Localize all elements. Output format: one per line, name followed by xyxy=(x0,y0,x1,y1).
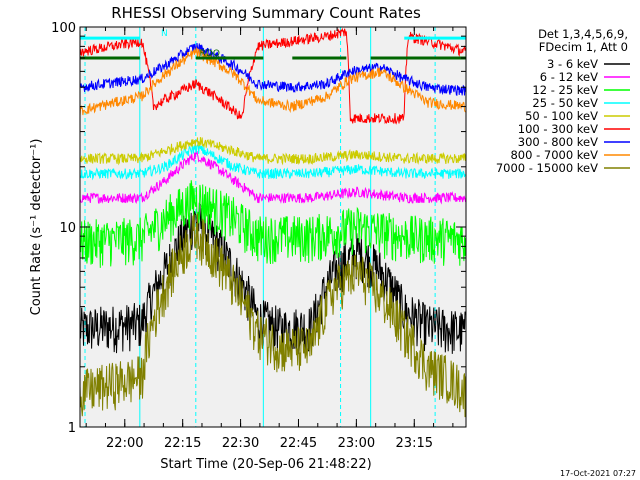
legend-label: 7000 - 15000 keV xyxy=(496,161,598,175)
y-tick-label: 100 xyxy=(51,21,76,36)
series-line-5 xyxy=(79,137,467,166)
footer-timestamp: 17-Oct-2021 07:27 xyxy=(560,469,636,478)
legend-label: 3 - 6 keV xyxy=(547,57,598,71)
legend-label: 50 - 100 keV xyxy=(525,109,598,123)
legend-label: 25 - 50 keV xyxy=(532,96,598,110)
series-line-3 xyxy=(79,180,467,268)
flag-lines: RDO N xyxy=(80,29,466,60)
x-axis-label: Start Time (20-Sep-06 21:48:22) xyxy=(160,457,371,472)
x-tick-label: 22:00 xyxy=(106,436,143,451)
series-line-9 xyxy=(79,213,467,418)
y-axis-ticks: 1 10 100 xyxy=(51,21,466,436)
series-line-7 xyxy=(79,42,467,96)
x-tick-label: 22:45 xyxy=(280,436,317,451)
y-tick-label: 10 xyxy=(59,221,76,236)
legend-label: 100 - 300 keV xyxy=(518,122,598,136)
flag-label: RDO xyxy=(200,49,220,59)
series-line-2 xyxy=(79,150,467,205)
legend: Det 1,3,4,5,6,9,FDecim 1, Att 0 3 - 6 keV… xyxy=(496,27,630,175)
chart-title: RHESSI Observing Summary Count Rates xyxy=(111,4,421,22)
legend-header: Det 1,3,4,5,6,9, xyxy=(538,27,628,41)
series-line-8 xyxy=(79,47,466,116)
legend-label: 6 - 12 keV xyxy=(540,70,598,84)
legend-label: 300 - 800 keV xyxy=(518,135,598,149)
legend-label: 12 - 25 keV xyxy=(532,83,598,97)
x-tick-label: 22:30 xyxy=(222,436,259,451)
y-axis-label: Count Rate (s⁻¹ detector⁻¹) xyxy=(29,139,44,316)
series-line-6 xyxy=(79,27,467,125)
x-axis-ticks: 22:00 22:15 22:30 22:45 23:00 23:15 xyxy=(85,27,454,451)
x-tick-label: 22:15 xyxy=(164,436,201,451)
flag-label: N xyxy=(161,29,168,39)
series-layer xyxy=(79,27,467,418)
series-line-4 xyxy=(79,142,466,181)
y-tick-label: 1 xyxy=(68,421,76,436)
x-tick-label: 23:00 xyxy=(338,436,375,451)
legend-label: 800 - 7000 keV xyxy=(510,148,598,162)
x-tick-label: 23:15 xyxy=(396,436,433,451)
legend-header: FDecim 1, Att 0 xyxy=(539,40,628,54)
